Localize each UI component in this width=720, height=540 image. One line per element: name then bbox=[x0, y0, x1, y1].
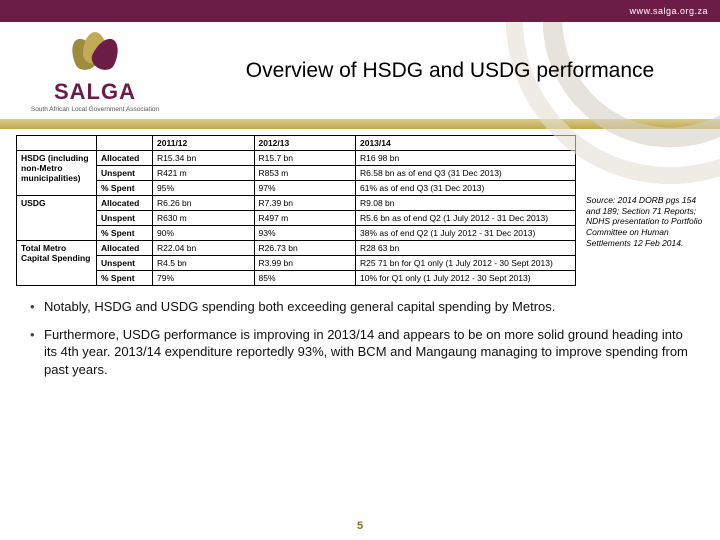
cell: R497 m bbox=[254, 211, 356, 226]
table-row: HSDG (including non-Metro municipalities… bbox=[17, 151, 576, 166]
metric-label: % Spent bbox=[97, 181, 153, 196]
table-row: UnspentR4.5 bnR3.99 bnR25 71 bn for Q1 o… bbox=[17, 256, 576, 271]
logo-text: SALGA bbox=[54, 79, 136, 105]
title-block: Overview of HSDG and USDG performance bbox=[180, 58, 710, 83]
table-head-row: 2011/12 2012/13 2013/14 bbox=[17, 136, 576, 151]
cell: 10% for Q1 only (1 July 2012 - 30 Sept 2… bbox=[356, 271, 576, 286]
cell: R5.6 bn as of end Q2 (1 July 2012 - 31 D… bbox=[356, 211, 576, 226]
cell: R4.5 bn bbox=[153, 256, 255, 271]
cell: R421 m bbox=[153, 166, 255, 181]
cell: R3.99 bn bbox=[254, 256, 356, 271]
table-row: UnspentR421 mR853 mR6.58 bn as of end Q3… bbox=[17, 166, 576, 181]
table-row: Total Metro Capital SpendingAllocatedR22… bbox=[17, 241, 576, 256]
row-group-label: HSDG (including non-Metro municipalities… bbox=[17, 151, 97, 196]
table-row: UnspentR630 mR497 mR5.6 bn as of end Q2 … bbox=[17, 211, 576, 226]
table-row: % Spent95%97%61% as of end Q3 (31 Dec 20… bbox=[17, 181, 576, 196]
salga-logo: SALGA South African Local Government Ass… bbox=[10, 28, 180, 113]
bullet-item: Notably, HSDG and USDG spending both exc… bbox=[30, 298, 690, 316]
cell: R26.73 bn bbox=[254, 241, 356, 256]
top-bar: www.salga.org.za bbox=[0, 0, 720, 22]
org-url: www.salga.org.za bbox=[629, 6, 708, 16]
cell: R25 71 bn for Q1 only (1 July 2012 - 30 … bbox=[356, 256, 576, 271]
metric-label: Allocated bbox=[97, 151, 153, 166]
cell: R22.04 bn bbox=[153, 241, 255, 256]
page-title: Overview of HSDG and USDG performance bbox=[190, 58, 710, 83]
metric-label: % Spent bbox=[97, 226, 153, 241]
table-row: % Spent90%93%38% as of end Q2 (1 July 20… bbox=[17, 226, 576, 241]
performance-table: 2011/12 2012/13 2013/14 HSDG (including … bbox=[16, 135, 576, 286]
cell: 61% as of end Q3 (31 Dec 2013) bbox=[356, 181, 576, 196]
bullet-list: Notably, HSDG and USDG spending both exc… bbox=[0, 286, 720, 378]
row-group-label: USDG bbox=[17, 196, 97, 241]
cell: 79% bbox=[153, 271, 255, 286]
table-row: USDGAllocatedR6.26 bnR7.39 bnR9.08 bn bbox=[17, 196, 576, 211]
cell: R9.08 bn bbox=[356, 196, 576, 211]
cell: 90% bbox=[153, 226, 255, 241]
metric-label: Unspent bbox=[97, 256, 153, 271]
col-2011-12: 2011/12 bbox=[153, 136, 255, 151]
page-number: 5 bbox=[0, 520, 720, 532]
row-group-label: Total Metro Capital Spending bbox=[17, 241, 97, 286]
metric-label: Allocated bbox=[97, 241, 153, 256]
cell: 95% bbox=[153, 181, 255, 196]
logo-mark-icon bbox=[66, 32, 124, 76]
metric-label: % Spent bbox=[97, 271, 153, 286]
metric-label: Allocated bbox=[97, 196, 153, 211]
cell: 97% bbox=[254, 181, 356, 196]
cell: R630 m bbox=[153, 211, 255, 226]
bullet-item: Furthermore, USDG performance is improvi… bbox=[30, 326, 690, 379]
cell: R15.7 bn bbox=[254, 151, 356, 166]
cell: R7.39 bn bbox=[254, 196, 356, 211]
cell: 38% as of end Q2 (1 July 2012 - 31 Dec 2… bbox=[356, 226, 576, 241]
metric-label: Unspent bbox=[97, 211, 153, 226]
cell: 93% bbox=[254, 226, 356, 241]
table-row: % Spent79%85%10% for Q1 only (1 July 201… bbox=[17, 271, 576, 286]
metric-label: Unspent bbox=[97, 166, 153, 181]
cell: R6.26 bn bbox=[153, 196, 255, 211]
logo-tagline: South African Local Government Associati… bbox=[31, 106, 159, 113]
cell: R853 m bbox=[254, 166, 356, 181]
cell: R15.34 bn bbox=[153, 151, 255, 166]
cell: 85% bbox=[254, 271, 356, 286]
cell: R28 63 bn bbox=[356, 241, 576, 256]
col-2012-13: 2012/13 bbox=[254, 136, 356, 151]
